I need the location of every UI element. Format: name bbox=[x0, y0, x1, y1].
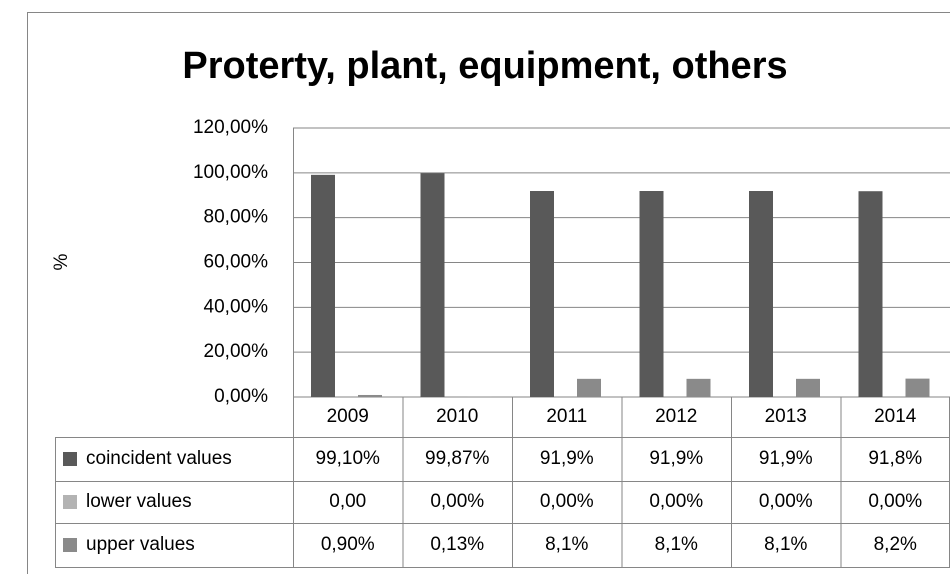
value-label: 91,9% bbox=[759, 448, 813, 469]
y-axis-label: % bbox=[51, 253, 72, 270]
legend-label: coincident values bbox=[86, 448, 232, 469]
category-label: 2013 bbox=[765, 406, 807, 427]
chart-title: Proterty, plant, equipment, others bbox=[182, 45, 787, 87]
y-tick-label: 80,00% bbox=[204, 207, 269, 228]
bar bbox=[686, 378, 711, 397]
value-label: 91,9% bbox=[649, 448, 703, 469]
y-tick-label: 40,00% bbox=[204, 296, 269, 317]
category-label: 2014 bbox=[874, 406, 917, 427]
bar bbox=[420, 173, 445, 397]
legend-label: upper values bbox=[86, 534, 195, 555]
category-label: 2012 bbox=[655, 406, 697, 427]
category-label: 2009 bbox=[327, 406, 369, 427]
category-label: 2010 bbox=[436, 406, 478, 427]
category-label: 2011 bbox=[546, 406, 587, 427]
bar bbox=[905, 378, 930, 397]
bar bbox=[858, 191, 883, 397]
value-label: 0,13% bbox=[430, 534, 484, 555]
value-label: 8,1% bbox=[764, 534, 807, 555]
value-label: 8,1% bbox=[655, 534, 698, 555]
value-label: 91,9% bbox=[540, 448, 594, 469]
bar bbox=[530, 190, 554, 397]
legend-key bbox=[63, 452, 77, 466]
value-label: 0,00 bbox=[329, 491, 366, 512]
value-label: 0,00% bbox=[430, 491, 484, 512]
value-label: 8,2% bbox=[874, 534, 917, 555]
bar bbox=[311, 174, 335, 397]
value-label: 0,00% bbox=[868, 491, 922, 512]
value-label: 0,90% bbox=[321, 534, 375, 555]
value-label: 0,00% bbox=[759, 491, 813, 512]
bar bbox=[358, 394, 382, 397]
chart-border bbox=[27, 12, 950, 574]
value-label: 0,00% bbox=[540, 491, 594, 512]
y-tick-label: 20,00% bbox=[204, 341, 269, 362]
value-label: 0,00% bbox=[649, 491, 703, 512]
bar bbox=[577, 378, 601, 397]
legend-label: lower values bbox=[86, 491, 192, 512]
value-label: 99,87% bbox=[425, 448, 490, 469]
y-tick-label: 100,00% bbox=[193, 162, 268, 183]
value-label: 8,1% bbox=[545, 534, 588, 555]
y-tick-label: 120,00% bbox=[193, 117, 268, 138]
y-tick-label: 0,00% bbox=[214, 386, 268, 407]
bar bbox=[749, 190, 773, 397]
bar bbox=[796, 378, 820, 397]
y-tick-label: 60,00% bbox=[204, 252, 269, 273]
value-label: 91,8% bbox=[868, 448, 922, 469]
bar bbox=[639, 190, 664, 397]
legend-key bbox=[63, 495, 77, 509]
value-label: 99,10% bbox=[316, 448, 381, 469]
legend-key bbox=[63, 538, 77, 552]
